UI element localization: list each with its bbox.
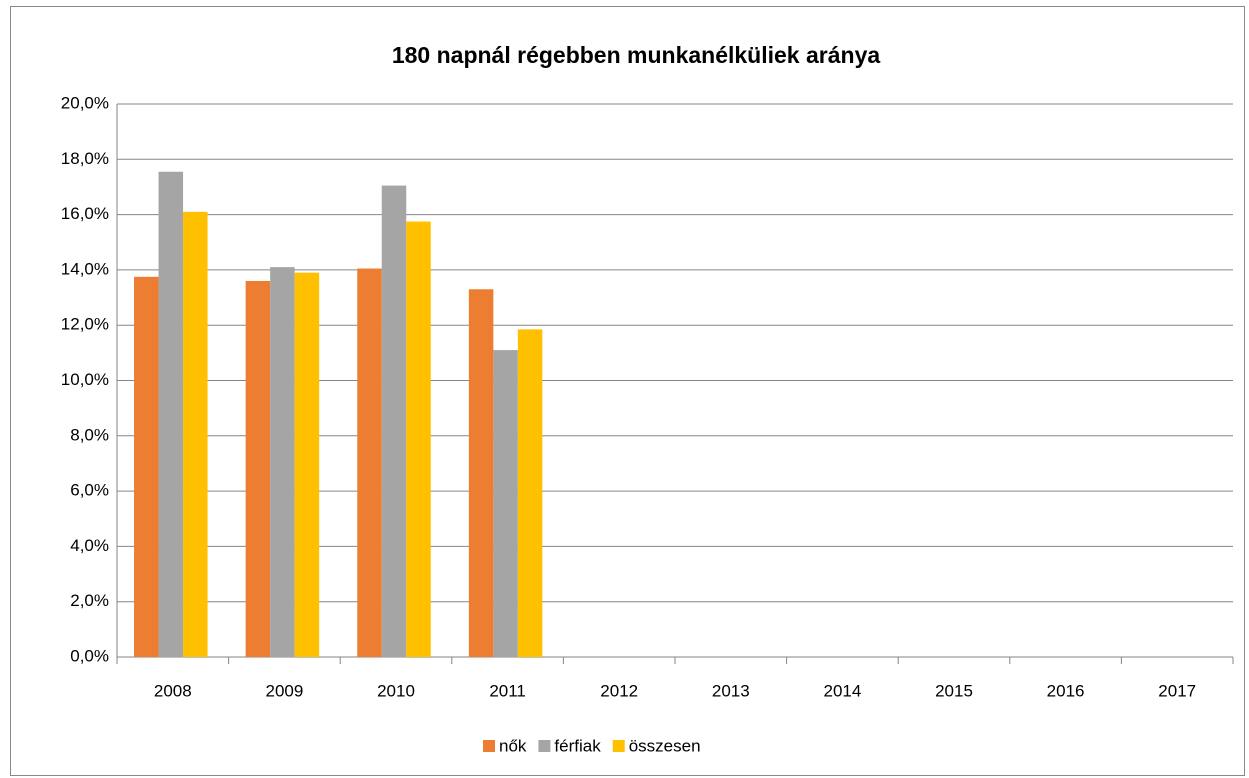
legend-swatch [612,740,625,752]
bar [406,221,431,657]
chart-border [10,6,1245,776]
y-tick-label: 8,0% [70,425,109,444]
bar [183,211,208,657]
y-tick-label: 14,0% [61,259,109,278]
y-tick-label: 16,0% [61,204,109,223]
x-tick-label: 2013 [712,681,750,700]
bar [517,329,543,657]
y-tick-label: 6,0% [70,481,109,500]
x-tick-label: 2012 [600,681,638,700]
y-tick-label: 20,0% [61,93,109,112]
legend-swatch [538,740,551,752]
bar [245,280,271,657]
bar [158,171,184,657]
x-tick-label: 2008 [154,681,192,700]
bar [134,276,159,657]
x-tick-label: 2016 [1047,681,1085,700]
x-tick-label: 2010 [377,681,415,700]
y-tick-label: 2,0% [70,591,109,610]
x-tick-label: 2011 [489,681,526,700]
legend-label: összesen [629,736,701,755]
x-tick-label: 2009 [265,681,303,700]
legend-swatch [483,740,495,752]
y-tick-label: 4,0% [70,536,109,555]
x-tick-label: 2015 [935,681,973,700]
chart-title: 180 napnál régebben munkanélküliek arány… [392,42,881,68]
y-tick-label: 18,0% [61,149,109,168]
bar [468,289,494,657]
legend-label: nők [499,736,527,755]
legend-label: férfiak [554,736,601,755]
bar [381,185,407,657]
y-tick-label: 10,0% [61,370,109,389]
y-tick-label: 0,0% [70,646,109,665]
x-tick-label: 2017 [1158,681,1196,700]
bar [270,267,295,657]
bar [294,272,320,657]
x-tick-label: 2014 [823,681,861,700]
bar [357,268,382,657]
bar [493,350,518,657]
y-tick-label: 12,0% [61,315,109,334]
